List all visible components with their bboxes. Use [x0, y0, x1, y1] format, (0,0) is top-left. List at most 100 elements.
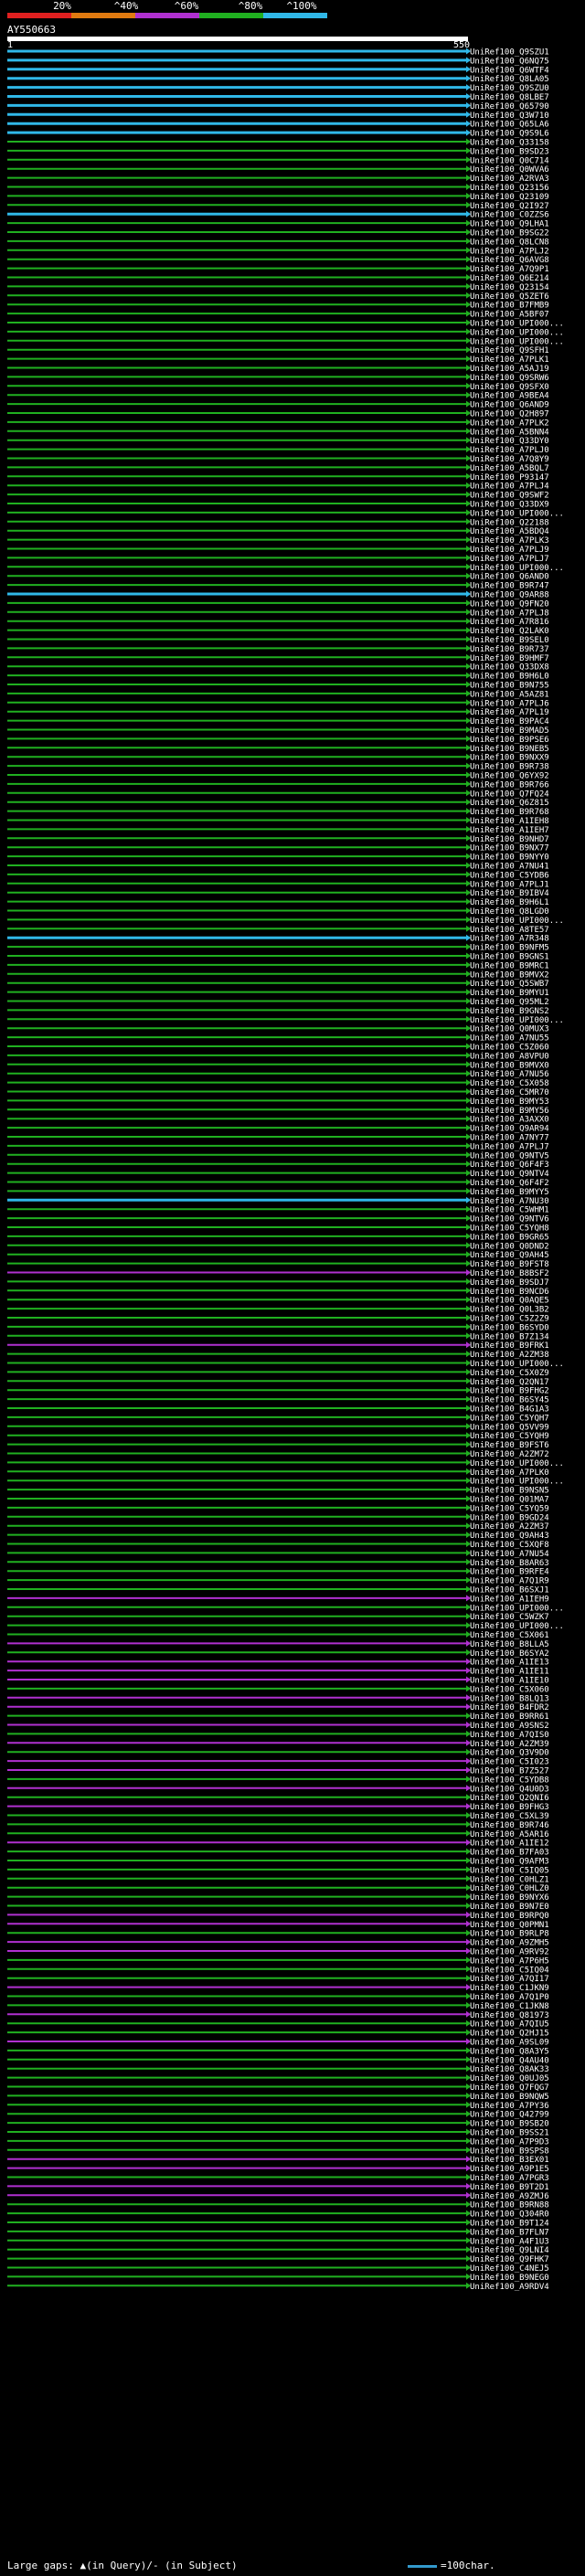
hit-row[interactable]: UniRef100_B9N755: [7, 681, 549, 691]
hit-row[interactable]: UniRef100_B3EX01: [7, 2156, 549, 2165]
hit-label[interactable]: UniRef100_C0HLZ1: [470, 1875, 549, 1884]
hit-label[interactable]: UniRef100_A7P6H5: [470, 1956, 549, 1966]
hit-row[interactable]: UniRef100_Q6YX92: [7, 771, 549, 781]
hit-label[interactable]: UniRef100_B8BSF2: [470, 1269, 549, 1278]
hit-row[interactable]: UniRef100_B9HMF7: [7, 653, 549, 663]
hit-row[interactable]: UniRef100_Q5ZET6: [7, 292, 549, 302]
hit-row[interactable]: UniRef100_Q9NTV4: [7, 1170, 549, 1179]
hit-row[interactable]: UniRef100_B7Z527: [7, 1766, 549, 1776]
hit-row[interactable]: UniRef100_A7R816: [7, 618, 549, 627]
hit-label[interactable]: UniRef100_C5IQ04: [470, 1966, 549, 1975]
hit-label[interactable]: UniRef100_Q95ML2: [470, 998, 549, 1007]
hit-row[interactable]: UniRef100_Q95ML2: [7, 998, 549, 1007]
hit-label[interactable]: UniRef100_B9NFM5: [470, 944, 549, 953]
hit-label[interactable]: UniRef100_A9BEA4: [470, 392, 549, 401]
hit-label[interactable]: UniRef100_A9P1E5: [470, 2165, 549, 2174]
hit-label[interactable]: UniRef100_B9SPS8: [470, 2147, 549, 2156]
hit-label[interactable]: UniRef100_UPI000...: [470, 1016, 564, 1025]
hit-label[interactable]: UniRef100_UPI000...: [470, 564, 564, 573]
hit-label[interactable]: UniRef100_C5YDB8: [470, 1776, 549, 1785]
hit-row[interactable]: UniRef100_A7PLK0: [7, 1468, 549, 1478]
hit-label[interactable]: UniRef100_A7PLK1: [470, 355, 549, 365]
hit-label[interactable]: UniRef100_B9SS21: [470, 2129, 549, 2138]
hit-row[interactable]: UniRef100_Q9SZU0: [7, 84, 549, 93]
hit-row[interactable]: UniRef100_B9SDJ7: [7, 1277, 549, 1288]
hit-row[interactable]: UniRef100_B9R746: [7, 1820, 549, 1830]
hit-label[interactable]: UniRef100_Q6AND9: [470, 401, 549, 410]
hit-label[interactable]: UniRef100_A2ZM37: [470, 1522, 549, 1532]
hit-label[interactable]: UniRef100_Q22188: [470, 518, 549, 527]
hit-row[interactable]: UniRef100_B9SB20: [7, 2119, 549, 2129]
hit-row[interactable]: UniRef100_B9RPQ0: [7, 1911, 549, 1921]
hit-label[interactable]: UniRef100_B9MYY5: [470, 1188, 549, 1197]
hit-row[interactable]: UniRef100_Q9FN20: [7, 599, 549, 609]
hit-row[interactable]: UniRef100_B7Z134: [7, 1332, 549, 1341]
hit-row[interactable]: UniRef100_B9R768: [7, 808, 549, 817]
hit-label[interactable]: UniRef100_Q0L3B2: [470, 1306, 549, 1315]
hit-row[interactable]: UniRef100_Q9LNI4: [7, 2246, 549, 2255]
hit-label[interactable]: UniRef100_Q0UJ05: [470, 2074, 549, 2083]
hit-label[interactable]: UniRef100_B9NYY0: [470, 853, 549, 863]
hit-row[interactable]: UniRef100_A1IE13: [7, 1658, 549, 1668]
hit-row[interactable]: UniRef100_C5X060: [7, 1685, 549, 1694]
hit-label[interactable]: UniRef100_A9ZMH5: [470, 1939, 549, 1948]
hit-label[interactable]: UniRef100_A7QI17: [470, 1975, 549, 1984]
hit-label[interactable]: UniRef100_Q4U0D3: [470, 1785, 549, 1794]
hit-row[interactable]: UniRef100_C5YDB6: [7, 871, 549, 880]
hit-label[interactable]: UniRef100_Q5ZET6: [470, 292, 549, 302]
hit-row[interactable]: UniRef100_UPI000...: [7, 916, 564, 926]
hit-row[interactable]: UniRef100_Q8A3Y5: [7, 2047, 549, 2056]
hit-label[interactable]: UniRef100_A7PLK2: [470, 419, 549, 428]
hit-row[interactable]: UniRef100_A5BF07: [7, 310, 549, 320]
hit-row[interactable]: UniRef100_B6SYA2: [7, 1648, 549, 1659]
hit-label[interactable]: UniRef100_B9SG22: [470, 229, 549, 239]
hit-row[interactable]: UniRef100_A7PLJ1: [7, 880, 549, 889]
hit-label[interactable]: UniRef100_Q9SFX0: [470, 383, 549, 392]
hit-label[interactable]: UniRef100_A7NU55: [470, 1034, 549, 1044]
hit-label[interactable]: UniRef100_B7FA03: [470, 1849, 549, 1858]
hit-row[interactable]: UniRef100_Q33DY0: [7, 437, 549, 446]
hit-row[interactable]: UniRef100_B9RLP8: [7, 1929, 549, 1939]
hit-label[interactable]: UniRef100_B9GR65: [470, 1233, 549, 1242]
hit-label[interactable]: UniRef100_B3EX01: [470, 2156, 549, 2165]
hit-label[interactable]: UniRef100_Q01MA7: [470, 1496, 549, 1505]
hit-label[interactable]: UniRef100_Q2HJ15: [470, 2030, 549, 2039]
hit-label[interactable]: UniRef100_B9HMF7: [470, 654, 549, 663]
hit-label[interactable]: UniRef100_A1IEH7: [470, 826, 549, 835]
hit-row[interactable]: UniRef100_A1IE11: [7, 1667, 549, 1677]
hit-row[interactable]: UniRef100_Q5VV99: [7, 1423, 549, 1432]
hit-label[interactable]: UniRef100_B9T2D1: [470, 2183, 549, 2192]
hit-label[interactable]: UniRef100_B9H6L1: [470, 898, 549, 907]
hit-label[interactable]: UniRef100_A7Q1R9: [470, 1577, 549, 1586]
hit-label[interactable]: UniRef100_A8TE57: [470, 926, 549, 935]
hit-label[interactable]: UniRef100_B6SXJ1: [470, 1586, 549, 1595]
hit-label[interactable]: UniRef100_B9FHG2: [470, 1387, 549, 1396]
hit-label[interactable]: UniRef100_Q65LA6: [470, 121, 549, 130]
hit-row[interactable]: UniRef100_B9MY56: [7, 1106, 549, 1116]
hit-label[interactable]: UniRef100_A7QIS0: [470, 1731, 549, 1740]
hit-label[interactable]: UniRef100_A7PLJ4: [470, 482, 549, 492]
hit-row[interactable]: UniRef100_Q6F4F3: [7, 1161, 549, 1170]
hit-label[interactable]: UniRef100_B9PAC4: [470, 717, 549, 726]
hit-label[interactable]: UniRef100_Q6AND0: [470, 573, 549, 582]
hit-row[interactable]: UniRef100_A7PLJ7: [7, 554, 549, 564]
hit-row[interactable]: UniRef100_A9RV92: [7, 1947, 549, 1957]
hit-row[interactable]: UniRef100_B9NEG0: [7, 2273, 549, 2283]
hit-row[interactable]: UniRef100_Q01MA7: [7, 1495, 549, 1505]
hit-label[interactable]: UniRef100_Q6E214: [470, 274, 549, 283]
hit-label[interactable]: UniRef100_Q5VV99: [470, 1423, 549, 1432]
hit-row[interactable]: UniRef100_Q3V9D0: [7, 1748, 549, 1758]
hit-row[interactable]: UniRef100_P93147: [7, 472, 549, 482]
hit-row[interactable]: UniRef100_B9NXX9: [7, 753, 549, 763]
hit-row[interactable]: UniRef100_B8LLA5: [7, 1639, 549, 1649]
hit-label[interactable]: UniRef100_B9R746: [470, 1821, 549, 1830]
hit-label[interactable]: UniRef100_Q6Z815: [470, 799, 549, 808]
hit-label[interactable]: UniRef100_A2ZM38: [470, 1351, 549, 1360]
hit-label[interactable]: UniRef100_B9MY56: [470, 1107, 549, 1116]
hit-label[interactable]: UniRef100_Q23154: [470, 283, 549, 292]
hit-label[interactable]: UniRef100_B9RLP8: [470, 1930, 549, 1939]
hit-row[interactable]: UniRef100_B9GD24: [7, 1513, 549, 1522]
hit-label[interactable]: UniRef100_Q65790: [470, 102, 549, 111]
hit-label[interactable]: UniRef100_Q9AH43: [470, 1532, 549, 1541]
hit-row[interactable]: UniRef100_B8LQ13: [7, 1694, 549, 1703]
